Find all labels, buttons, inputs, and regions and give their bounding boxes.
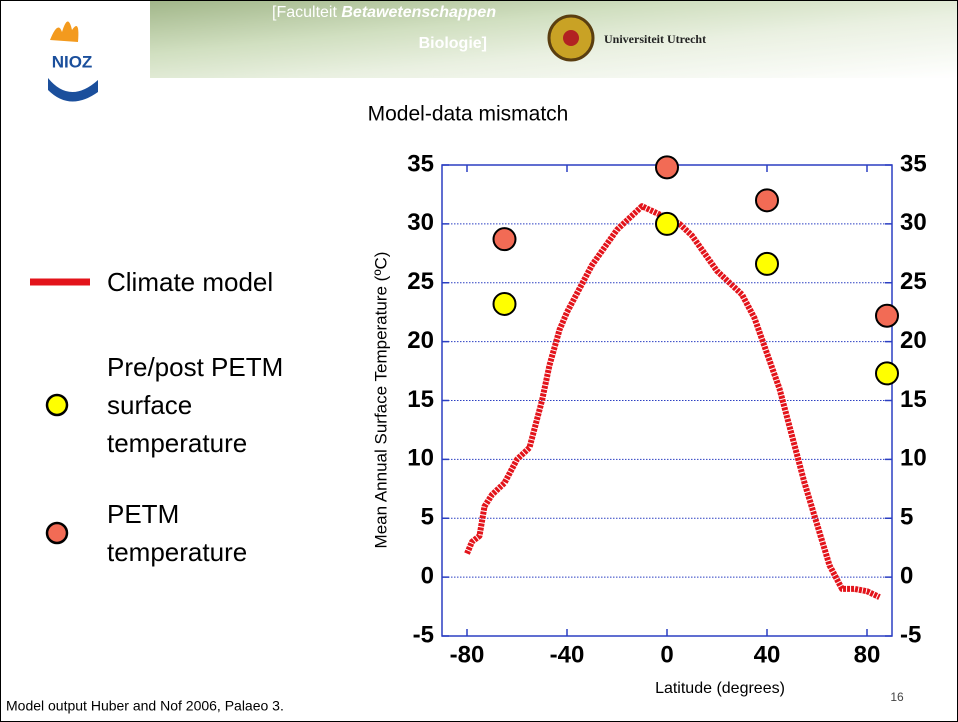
logo-flame xyxy=(50,21,79,42)
x-axis-label: Latitude (degrees) xyxy=(655,680,785,697)
y2-tick-label: 0 xyxy=(900,562,913,589)
x-tick-label: 40 xyxy=(754,641,781,668)
y-tick-label: 0 xyxy=(421,562,434,589)
data-point xyxy=(492,291,517,316)
faculty-prefix: [Faculteit xyxy=(272,4,337,21)
y-axis-label: Mean Annual Surface Temperature (ºC) xyxy=(371,252,390,549)
data-point xyxy=(875,303,899,328)
slide-number: 16 xyxy=(890,690,904,704)
data-point xyxy=(655,155,679,180)
x-tick-label: -80 xyxy=(450,641,485,668)
legend-marker xyxy=(45,393,69,417)
footer: Model output Huber and Nof 2006, Palaeo … xyxy=(6,698,284,714)
faculty: [Faculteit Betawetenschappen xyxy=(272,4,496,21)
y2-tick-label: -5 xyxy=(900,621,921,648)
x-tick-label: -40 xyxy=(550,641,585,668)
y-tick-label: -5 xyxy=(413,621,434,648)
y-tick-label: 15 xyxy=(407,386,434,413)
university: Universiteit Utrecht xyxy=(604,32,706,46)
model-line xyxy=(464,203,881,600)
y2-tick-label: 20 xyxy=(900,327,927,354)
y2-tick-label: 25 xyxy=(900,268,927,295)
y2-tick-label: 30 xyxy=(900,209,927,236)
department: Biologie] xyxy=(419,35,487,52)
legend-label: Pre/post PETM surface temperature xyxy=(107,352,284,458)
data-point xyxy=(755,251,779,276)
data-point xyxy=(875,361,899,386)
data-point xyxy=(755,188,779,213)
y2-tick-label: 10 xyxy=(900,445,927,472)
chart-title: Model-data mismatch xyxy=(368,103,569,126)
x-tick-label: 0 xyxy=(660,641,673,668)
logo-text: NIOZ xyxy=(52,52,93,71)
y-tick-label: 10 xyxy=(407,445,434,472)
x-tick-label: 80 xyxy=(854,641,881,668)
y-tick-label: 25 xyxy=(407,268,434,295)
legend-label: Climate model xyxy=(107,267,274,297)
faculty-name: Betawetenschappen xyxy=(341,4,496,21)
y-tick-label: 5 xyxy=(421,504,434,531)
y-tick-label: 20 xyxy=(407,327,434,354)
data-point xyxy=(492,227,517,252)
data-point xyxy=(655,211,679,236)
y-tick-label: 30 xyxy=(407,209,434,236)
y2-tick-label: 15 xyxy=(900,386,927,413)
legend-marker xyxy=(45,521,69,545)
legend-label: PETM temperature xyxy=(107,499,248,567)
seal-center xyxy=(563,30,579,46)
y2-tick-label: 35 xyxy=(900,150,927,177)
y-tick-label: 35 xyxy=(407,150,434,177)
y2-tick-label: 5 xyxy=(900,504,913,531)
logo-wave xyxy=(48,78,98,102)
